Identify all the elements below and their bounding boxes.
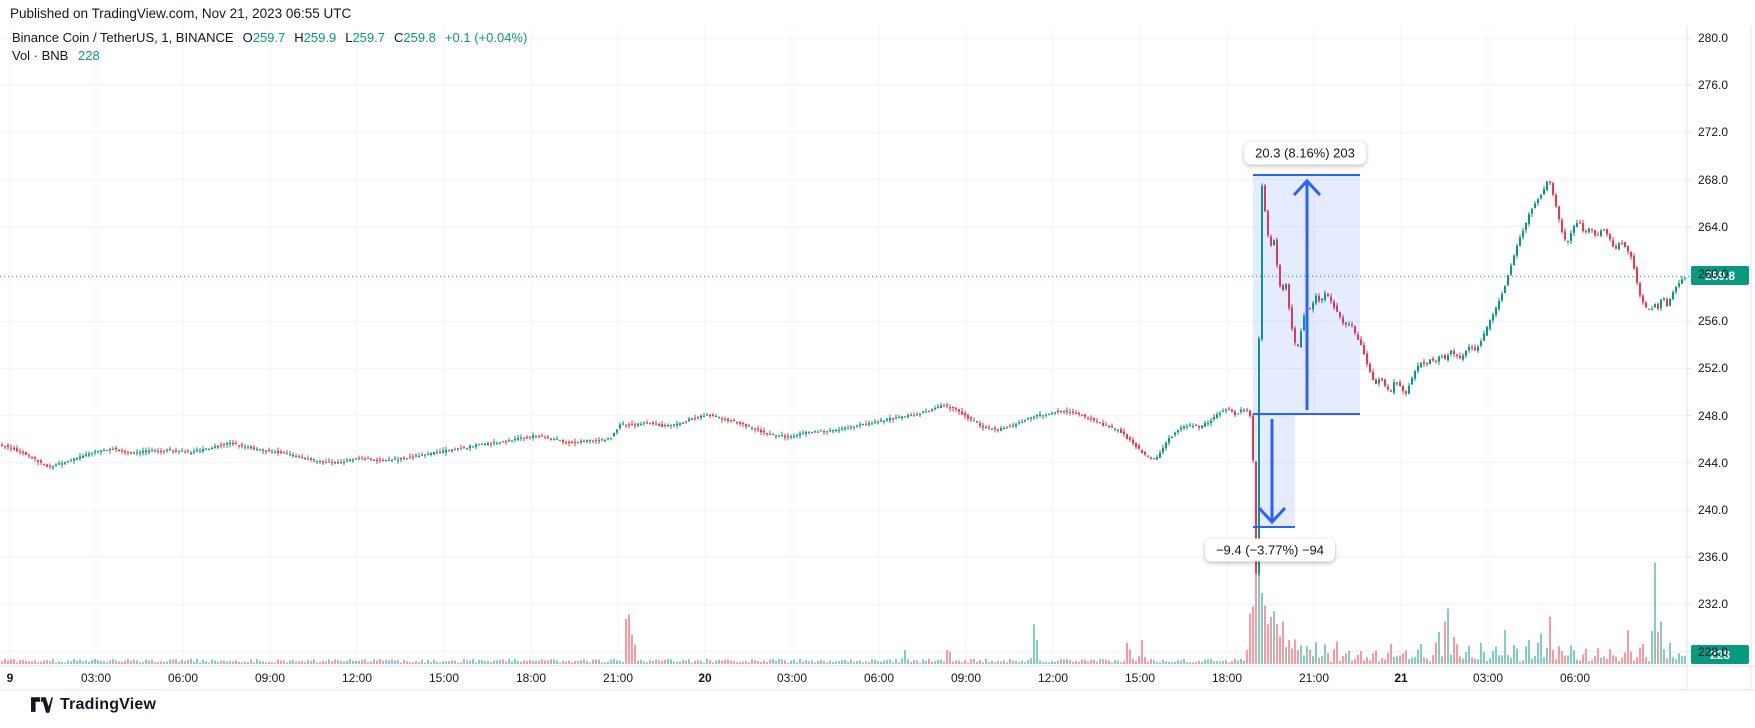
price-tick-label: 276.0 [1698,78,1729,93]
time-tick-label: 03:00 [80,671,112,685]
price-tick-label: 272.0 [1698,125,1729,140]
time-tick-label: 9 [6,671,14,685]
measure-tool [1253,174,1360,528]
volume-bars [1,562,1686,664]
volume-indicator-label[interactable]: Vol · BNB [12,48,69,63]
price-tick-label: 264.0 [1698,219,1729,234]
price-tick-label: 256.0 [1698,314,1729,329]
time-tick-label: 12:00 [341,671,373,685]
last-volume-badge: 228 [1691,645,1749,664]
time-tick-label: 03:00 [776,671,808,685]
time-tick-label: 06:00 [863,671,895,685]
price-tick-label: 248.0 [1698,408,1729,423]
candles [1,180,1686,577]
time-tick-label: 09:00 [950,671,982,685]
time-tick-label: 06:00 [167,671,199,685]
price-tick-label: 228.0 [1698,644,1729,659]
time-tick-label: 20 [698,671,712,685]
time-tick-label: 06:00 [1559,671,1591,685]
ohlc-high: H259.9 [294,30,337,45]
time-tick-label: 21:00 [1298,671,1330,685]
time-tick-label: 15:00 [428,671,460,685]
price-tick-label: 232.0 [1698,597,1729,612]
price-tick-label: 260.0 [1698,267,1729,281]
published-caption: Published on TradingView.com, Nov 21, 20… [10,6,352,21]
volume-indicator-value: 228 [77,48,100,63]
price-tick-label: 240.0 [1698,503,1729,517]
ohlc-low: L259.7 [345,30,385,45]
price-tick-label: 236.0 [1698,550,1729,565]
price-tick-label: 244.0 [1698,455,1729,470]
price-tick-label: 268.0 [1698,172,1729,187]
price-tick-label: 252.0 [1698,361,1729,376]
time-tick-label: 15:00 [1124,671,1156,685]
time-tick-label: 03:00 [1472,671,1504,685]
price-tick-label: 280.0 [1698,31,1729,45]
time-tick-label: 21 [1394,671,1408,685]
time-tick-label: 18:00 [515,671,547,685]
legend-line-1: Binance Coin / TetherUS, 1, BINANCE O259.… [12,29,527,47]
gridlines [0,26,1687,664]
time-tick-label: 21:00 [602,671,634,685]
time-tick-label: 12:00 [1037,671,1069,685]
price-change: +0.1 (+0.04%) [444,30,528,45]
time-tick-label: 18:00 [1211,671,1243,685]
measure-down-label: −9.4 (−3.77%) −94 [1204,538,1336,562]
measure-up-label: 20.3 (8.16%) 203 [1244,141,1366,165]
time-tick-label: 09:00 [254,671,286,685]
ohlc-close: C259.8 [393,30,436,45]
legend-line-2: Vol · BNB 228 [12,47,527,65]
ohlc-open: O259.7 [242,30,286,45]
footer-brand-text: TradingView [60,696,157,713]
axis-separators [0,26,1755,691]
footer-brand[interactable]: TradingView [31,696,156,714]
last-price-badge: 259.8 [1691,266,1749,286]
symbol-title[interactable]: Binance Coin / TetherUS, 1, BINANCE [12,30,234,45]
tradingview-logo-icon [31,697,53,713]
chart-legend: Binance Coin / TetherUS, 1, BINANCE O259.… [12,29,527,65]
